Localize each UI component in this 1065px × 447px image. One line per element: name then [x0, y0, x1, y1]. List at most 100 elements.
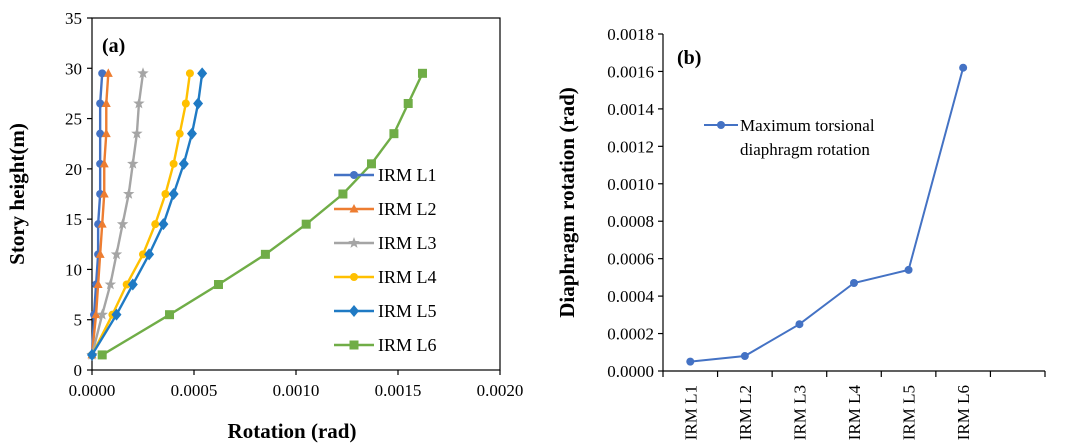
data-point [301, 219, 311, 229]
data-point [133, 97, 145, 109]
data-point [186, 127, 197, 140]
x-category-label: IRM L6 [954, 385, 973, 440]
data-point [403, 98, 413, 108]
x-category-label: IRM L5 [900, 385, 919, 440]
legend-item: IRM L1 [334, 165, 437, 185]
y-tick-label: 0.0014 [607, 100, 654, 119]
legend-label-line: Maximum torsional [740, 116, 875, 135]
legend-marker [349, 204, 359, 213]
y-tick-label: 0.0016 [607, 62, 654, 81]
data-point [338, 189, 348, 199]
data-point [168, 188, 179, 200]
y-tick-label: 25 [65, 110, 82, 129]
data-point [110, 248, 123, 260]
panel-label-b: (b) [677, 47, 701, 69]
series-line [90, 73, 204, 356]
x-tick-label: 0.0000 [69, 381, 116, 400]
data-point [93, 279, 103, 289]
data-point [99, 158, 109, 168]
legend-marker [717, 121, 725, 129]
data-point [95, 249, 105, 258]
plot-area-frame [91, 17, 501, 371]
y-tick-label: 5 [74, 311, 83, 330]
series-irm-l5 [87, 67, 208, 361]
chart-b: 0.0000 0.0002 0.0004 0.0006 0.0008 0.0010 0.00… [555, 25, 1046, 441]
series-line [90, 73, 110, 356]
x-category-label: IRM L2 [736, 385, 755, 440]
x-tick-label: 0.0005 [171, 381, 218, 400]
data-point [165, 310, 175, 320]
data-point [139, 250, 147, 259]
series-line [90, 73, 145, 356]
data-point [123, 188, 135, 199]
series-irm-l2 [87, 68, 113, 359]
legend-label: Maximum torsional diaphragm rotation [740, 116, 875, 159]
x-tick-label: 0.0020 [477, 381, 524, 400]
data-point [175, 129, 184, 138]
data-point [96, 129, 105, 138]
legend-item: IRM L2 [334, 199, 437, 219]
data-point [104, 278, 117, 290]
data-point [169, 159, 178, 168]
data-point [795, 320, 804, 329]
x-tick-label: 0.0010 [273, 381, 320, 400]
series-line [101, 72, 424, 356]
data-point [144, 248, 155, 261]
y-axis-title: Story height(m) [5, 123, 29, 265]
data-point [103, 68, 113, 77]
chart-a: 0 5 10 15 20 25 30 35 0.0000 0.0005 0.0010 0.0015 0.… [5, 9, 523, 443]
legend-item: IRM L6 [334, 335, 437, 355]
data-point [98, 69, 107, 78]
legend-label: IRM L5 [378, 301, 437, 321]
data-point [260, 249, 270, 259]
y-tick-label: 15 [65, 210, 82, 229]
data-point [417, 68, 427, 78]
data-point [91, 309, 101, 319]
legend-marker [348, 237, 360, 248]
legend-label: IRM L2 [378, 199, 437, 219]
y-tick-label: 0.0012 [607, 137, 654, 156]
y-tick-label: 0.0002 [607, 325, 654, 344]
data-point [197, 67, 208, 80]
legend-label: IRM L4 [378, 267, 437, 287]
data-point [151, 220, 160, 229]
series-line [90, 73, 104, 355]
data-point [101, 128, 111, 138]
y-tick-label: 20 [65, 160, 82, 179]
legend-a: IRM L1 IRM L2 IRM L3 IRM L4 IRM L5 IRM L6 [334, 165, 437, 355]
x-tick-label: 0.0015 [375, 381, 422, 400]
series-irm-l6 [97, 68, 427, 360]
x-category-label: IRM L3 [790, 385, 809, 440]
x-category-label: IRM L4 [845, 385, 864, 441]
data-point [127, 157, 139, 169]
legend-marker [350, 171, 358, 179]
data-point [193, 97, 204, 110]
series-line [690, 67, 965, 363]
y-tick-label: 0.0008 [607, 212, 654, 231]
data-point [116, 218, 129, 230]
series-line [90, 73, 192, 356]
y-tick-label: 0.0006 [607, 250, 654, 269]
data-point [366, 159, 376, 169]
legend-label: IRM L6 [378, 335, 437, 355]
panel-label-a: (a) [102, 35, 125, 57]
y-tick-label: 0.0010 [607, 175, 654, 194]
legend-label: IRM L3 [378, 233, 437, 253]
data-point [127, 278, 138, 291]
y-tick-label: 0.0018 [607, 25, 654, 44]
data-point [96, 308, 108, 320]
legend-item: IRM L5 [334, 301, 437, 321]
legend-b: Maximum torsional diaphragm rotation [704, 116, 875, 159]
x-category-label: IRM L1 [681, 385, 700, 440]
data-point [850, 279, 858, 288]
data-point [122, 280, 131, 289]
data-point [137, 67, 149, 79]
data-point [389, 129, 399, 139]
y-tick-label: 10 [65, 260, 82, 279]
legend-marker [349, 305, 359, 317]
data-point [96, 99, 105, 108]
y-axis-title: Diaphragm rotation (rad) [555, 87, 579, 318]
data-point [101, 98, 111, 107]
legend-item: IRM L4 [334, 267, 437, 287]
